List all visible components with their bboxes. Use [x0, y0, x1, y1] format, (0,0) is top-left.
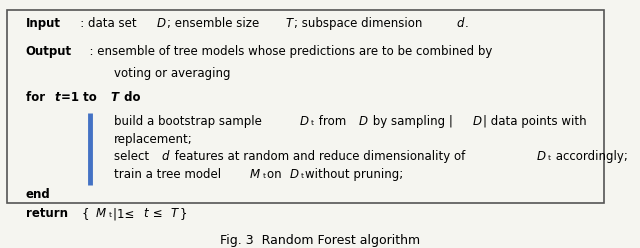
Text: =1 to: =1 to	[61, 91, 101, 104]
Text: t: t	[54, 91, 60, 104]
Text: D: D	[300, 115, 309, 128]
Text: for: for	[26, 91, 49, 104]
Text: T: T	[171, 207, 178, 220]
Text: D: D	[536, 150, 546, 163]
Text: M: M	[250, 168, 260, 181]
Text: accordingly;: accordingly;	[552, 150, 628, 163]
Text: ; ensemble size: ; ensemble size	[167, 17, 263, 30]
Text: Input: Input	[26, 17, 61, 30]
Text: replacement;: replacement;	[114, 133, 193, 146]
FancyBboxPatch shape	[8, 10, 604, 203]
Text: on: on	[267, 168, 285, 181]
Text: : ensemble of tree models whose predictions are to be combined by: : ensemble of tree models whose predicti…	[83, 45, 493, 58]
Text: }: }	[179, 207, 187, 220]
Text: M: M	[96, 207, 106, 220]
Text: train a tree model: train a tree model	[114, 168, 225, 181]
Text: without pruning;: without pruning;	[305, 168, 403, 181]
Text: .: .	[465, 17, 469, 30]
Text: ₜ: ₜ	[311, 115, 315, 128]
Text: features at random and reduce dimensionality of: features at random and reduce dimensiona…	[171, 150, 469, 163]
Text: by sampling |: by sampling |	[369, 115, 453, 128]
Text: return: return	[26, 207, 72, 220]
Text: Fig. 3  Random Forest algorithm: Fig. 3 Random Forest algorithm	[220, 234, 420, 247]
Text: ₜ: ₜ	[300, 168, 304, 181]
Text: d: d	[456, 17, 463, 30]
Text: {: {	[83, 207, 93, 220]
Text: |1≤: |1≤	[113, 207, 138, 220]
Text: T: T	[110, 91, 118, 104]
Text: : data set: : data set	[68, 17, 140, 30]
Text: D: D	[156, 17, 165, 30]
Text: d: d	[162, 150, 169, 163]
Text: end: end	[26, 187, 51, 200]
Text: ≤: ≤	[149, 207, 167, 220]
Text: | data points with: | data points with	[483, 115, 587, 128]
Text: voting or averaging: voting or averaging	[114, 67, 230, 80]
Text: do: do	[120, 91, 140, 104]
Text: ; subspace dimension: ; subspace dimension	[294, 17, 426, 30]
Text: t: t	[144, 207, 148, 220]
Text: build a bootstrap sample: build a bootstrap sample	[114, 115, 266, 128]
Text: T: T	[285, 17, 292, 30]
Text: D: D	[289, 168, 298, 181]
Text: D: D	[358, 115, 367, 128]
Text: from: from	[316, 115, 351, 128]
Text: Output: Output	[26, 45, 72, 58]
Text: ₜ: ₜ	[109, 207, 112, 220]
Text: ₜ: ₜ	[548, 150, 551, 163]
Text: ₜ: ₜ	[262, 168, 266, 181]
Text: select: select	[114, 150, 153, 163]
Text: D: D	[472, 115, 481, 128]
